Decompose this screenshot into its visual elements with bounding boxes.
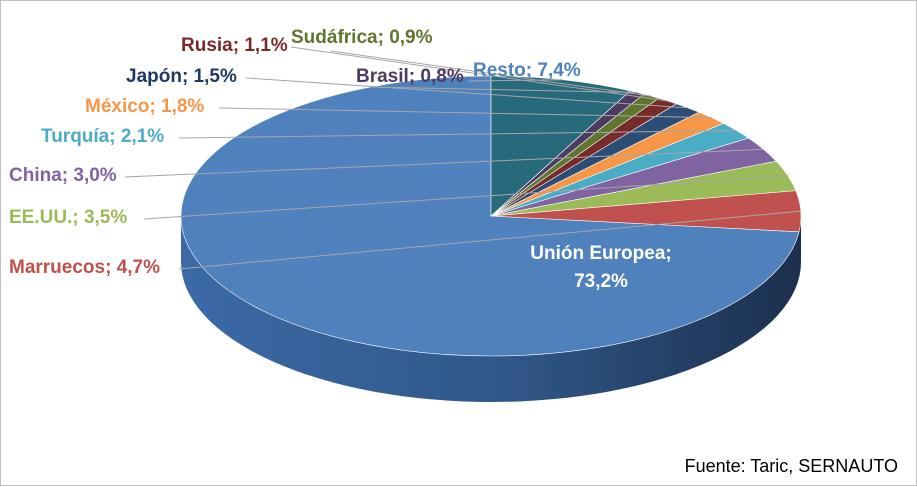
label-brasil: Brasil; 0,8%	[356, 66, 464, 87]
label-union-europea: Unión Europea;	[530, 243, 671, 264]
label-value-union-europea: 73,2%	[574, 271, 628, 292]
label-japon: Japón; 1,5%	[126, 66, 237, 87]
label-rusia: Rusia; 1,1%	[181, 35, 288, 56]
label-ee-uu: EE.UU.; 3,5%	[9, 207, 127, 228]
label-sudafrica: Sudáfrica; 0,9%	[291, 27, 433, 48]
label-turquia: Turquía; 2,1%	[41, 126, 164, 147]
label-china: China; 3,0%	[9, 165, 117, 186]
label-marruecos: Marruecos; 4,7%	[9, 257, 160, 278]
label-resto: Resto; 7,4%	[473, 60, 581, 81]
source-note: Fuente: Taric, SERNAUTO	[685, 456, 898, 477]
label-mexico: México; 1,8%	[85, 96, 204, 117]
